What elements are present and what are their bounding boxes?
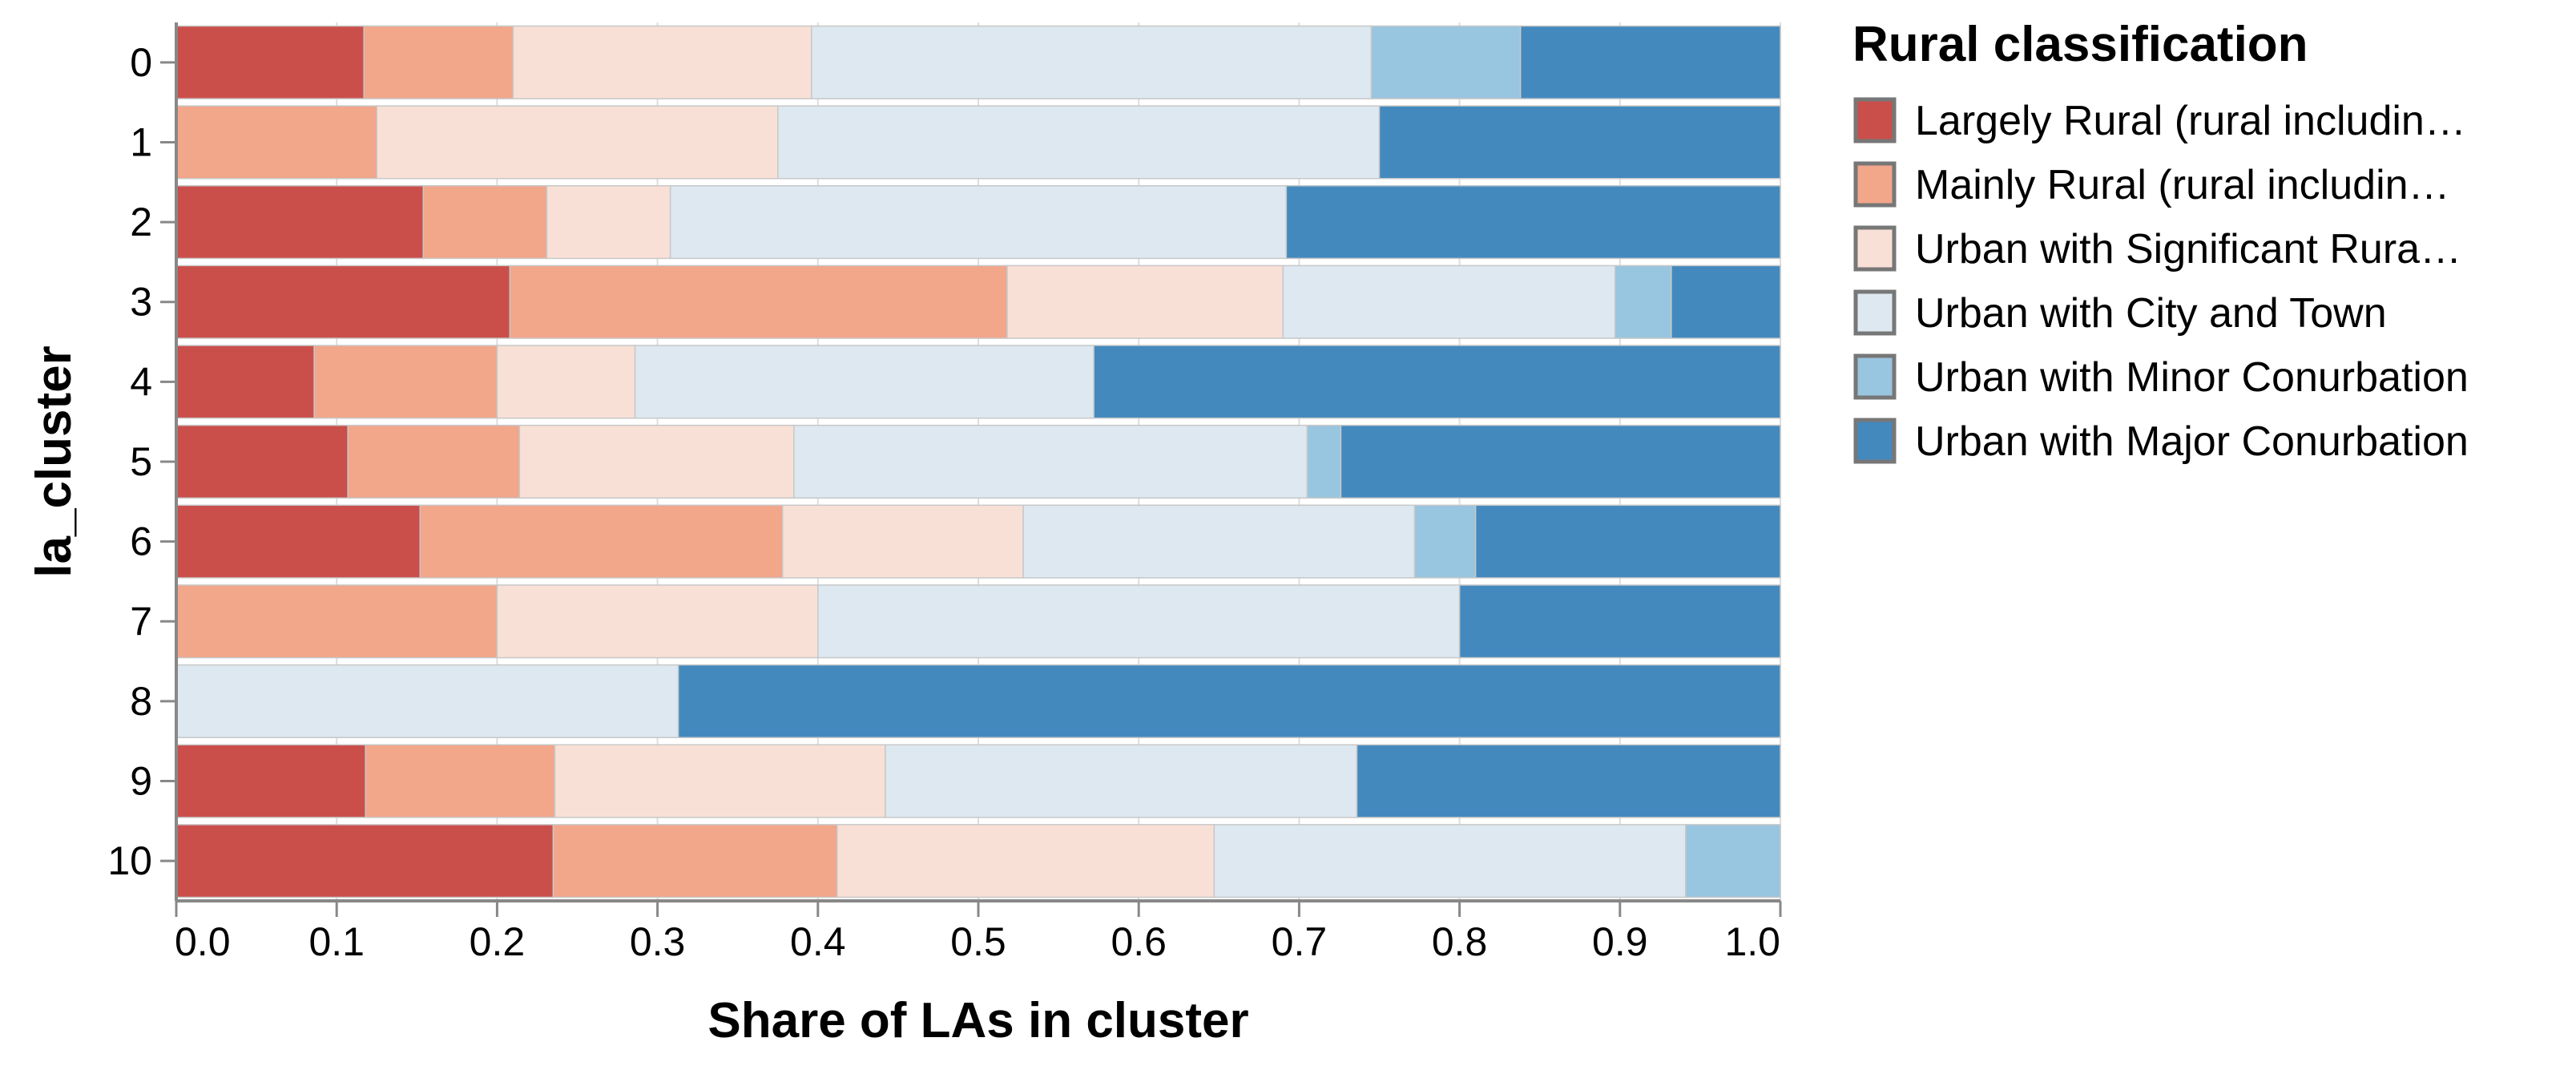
bar-segment: [1282, 264, 1616, 339]
x-tick-label: 0.3: [630, 919, 686, 964]
bar-segment: [175, 584, 498, 659]
y-tick-label: 9: [130, 759, 152, 804]
x-tick-label: 0.9: [1592, 919, 1648, 964]
bar-segment: [1615, 264, 1672, 339]
legend-swatch: [1853, 161, 1897, 208]
legend-swatch: [1853, 225, 1897, 272]
bar-segment: [175, 264, 511, 339]
bar-segment: [1519, 25, 1781, 99]
bar-segment: [365, 744, 556, 818]
bar-segment: [1340, 424, 1781, 499]
x-tick-label: 0.5: [950, 919, 1006, 964]
bar-segment: [313, 345, 498, 419]
bar-segment: [677, 664, 1781, 738]
bar-segment: [1378, 105, 1781, 180]
bar-segment: [1671, 264, 1781, 339]
bar-segment: [1022, 504, 1416, 579]
y-tick-label: 6: [130, 519, 152, 564]
legend-label: Urban with Minor Conurbation: [1915, 354, 2469, 401]
legend-title: Rural classification: [1852, 17, 2308, 72]
x-tick-label: 0.0: [175, 919, 231, 964]
legend-swatch: [1853, 418, 1897, 464]
bar-segment: [1213, 824, 1687, 898]
bar-segment: [175, 424, 349, 499]
x-tick-label: 0.8: [1432, 919, 1488, 964]
x-tick-label: 0.6: [1111, 919, 1167, 964]
bar-segment: [793, 424, 1308, 499]
axes: 0.0 0.1 0.2 0.3 0.4 0.5 0.6 0.7 0.8 0.9 1.0 0 1 2 3 4 5 6…: [26, 22, 1782, 1048]
bar-segment: [1093, 345, 1781, 419]
bar-segment: [552, 824, 838, 898]
bar-segment: [1474, 504, 1781, 579]
bar-segment: [496, 584, 819, 659]
bar-segment: [175, 744, 366, 818]
legend-swatch: [1853, 289, 1897, 336]
y-tick-label: 2: [130, 200, 152, 244]
bar-segment: [1006, 264, 1284, 339]
bar-segment: [836, 824, 1215, 898]
bar-segment: [1370, 25, 1522, 99]
bar-segment: [1356, 744, 1781, 818]
legend-label: Mainly Rural (rural includin…: [1915, 162, 2450, 208]
legend-label: Urban with Major Conurbation: [1915, 418, 2469, 465]
y-tick-label: 5: [130, 439, 152, 484]
bar-segment: [1685, 824, 1781, 898]
y-tick-label: 0: [130, 40, 152, 85]
bar-segment: [546, 185, 671, 260]
bar-segment: [175, 105, 377, 180]
x-tick-label: 0.2: [470, 919, 526, 964]
bar-segment: [175, 185, 425, 260]
bar-segment: [175, 345, 315, 419]
y-tick-label: 8: [130, 679, 152, 724]
bar-segment: [1458, 584, 1781, 659]
bar-segment: [1413, 504, 1477, 579]
legend-swatch: [1853, 353, 1897, 400]
bar-segment: [509, 264, 1008, 339]
bar-segment: [376, 105, 779, 180]
bar-segment: [634, 345, 1094, 419]
bar-segment: [419, 504, 784, 579]
bars: [175, 25, 1781, 898]
y-tick-label: 4: [130, 359, 152, 404]
bar-segment: [512, 25, 812, 99]
legend: Rural classification Largely Rural (rural…: [1852, 17, 2469, 465]
bar-segment: [777, 105, 1381, 180]
x-tick-label: 0.7: [1272, 919, 1328, 964]
bar-segment: [669, 185, 1288, 260]
y-tick-label: 1: [130, 119, 152, 164]
bar-segment: [496, 345, 636, 419]
y-axis-title: la_cluster: [26, 345, 82, 578]
bar-segment: [175, 25, 365, 99]
x-tick-label: 0.1: [308, 919, 365, 964]
bar-segment: [782, 504, 1024, 579]
x-tick-label: 1.0: [1724, 919, 1780, 964]
bar-segment: [347, 424, 521, 499]
bar-segment: [422, 185, 548, 260]
legend-label: Largely Rural (rural includin…: [1915, 98, 2466, 144]
bar-segment: [363, 25, 514, 99]
bar-segment: [175, 664, 679, 738]
bar-segment: [175, 504, 421, 579]
bar-segment: [518, 424, 795, 499]
y-tick-label: 3: [130, 280, 152, 325]
bar-segment: [885, 744, 1358, 818]
bar-segment: [1306, 424, 1342, 499]
bar-segment: [817, 584, 1461, 659]
bar-segment: [811, 25, 1373, 99]
legend-swatch: [1853, 97, 1897, 143]
x-tick-label: 0.4: [790, 919, 846, 964]
legend-label: Urban with City and Town: [1915, 290, 2387, 337]
y-tick-label: 10: [107, 838, 152, 883]
bar-segment: [175, 824, 554, 898]
x-axis-title: Share of LAs in cluster: [707, 993, 1248, 1048]
bar-segment: [554, 744, 886, 818]
bar-segment: [1285, 185, 1781, 260]
legend-label: Urban with Significant Rura…: [1915, 226, 2461, 273]
y-tick-label: 7: [130, 599, 152, 644]
